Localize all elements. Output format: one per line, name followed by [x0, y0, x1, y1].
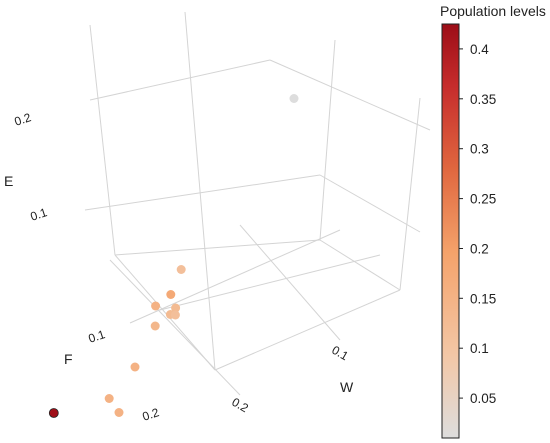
grid-line — [89, 59, 271, 101]
data-point-1 — [48, 408, 59, 418]
z-tick-0-2: 0.2 — [13, 110, 34, 129]
data-point-2 — [130, 362, 140, 372]
colorbar-ticks: 0.05 0.1 0.15 0.2 0.25 0.3 0.35 0.4 — [459, 42, 496, 406]
z-tick-0-1: 0.1 — [29, 205, 50, 224]
y-tick-0-2: 0.2 — [141, 405, 162, 424]
grid-line — [109, 259, 241, 396]
x-tick-0-2: 0.2 — [229, 395, 251, 416]
data-point-5 — [150, 321, 160, 331]
data-points — [48, 94, 299, 418]
colorbar-tick-label: 0.15 — [470, 291, 496, 306]
colorbar: Population levels 0.050.10.150.20.250.30… — [440, 3, 546, 439]
grid-line — [319, 174, 421, 233]
grid-line — [214, 289, 401, 371]
colorbar-tick-label: 0.25 — [470, 192, 496, 207]
data-point-4 — [104, 394, 114, 403]
z-axis-label: E — [4, 173, 13, 189]
grid-lines — [84, 11, 431, 396]
grid-line — [319, 239, 401, 291]
grid-line — [319, 39, 336, 241]
grid-line — [269, 59, 431, 131]
grid-line — [89, 24, 116, 256]
grid-line — [114, 254, 216, 371]
data-point-9 — [171, 303, 181, 313]
data-point-3 — [114, 408, 124, 417]
colorbar-tick-label: 0.1 — [470, 341, 489, 356]
colorbar-tick-label: 0.05 — [470, 391, 496, 406]
grid-line — [239, 224, 341, 341]
grid-line — [84, 174, 321, 211]
colorbar-tick-label: 0.4 — [470, 42, 489, 57]
colorbar-gradient — [441, 23, 460, 439]
grid-line — [399, 97, 421, 291]
colorbar-tick-label: 0.2 — [470, 242, 489, 257]
grid-line — [184, 11, 216, 371]
data-point-11 — [170, 310, 180, 320]
y-tick-0-1: 0.1 — [87, 327, 108, 346]
data-point-6 — [151, 301, 161, 311]
grid-line — [129, 229, 341, 324]
colorbar-tick-label: 0.35 — [470, 92, 496, 107]
data-point-8 — [176, 265, 186, 274]
x-tick-0-1: 0.1 — [329, 343, 351, 364]
colorbar-tick-label: 0.3 — [470, 142, 489, 157]
x-axis-label: W — [340, 379, 354, 395]
data-point-0 — [289, 94, 299, 103]
y-axis-label: F — [64, 351, 73, 367]
grid-line — [114, 239, 321, 256]
data-point-7 — [166, 290, 176, 299]
grid-line — [159, 254, 381, 311]
colorbar-title: Population levels — [440, 3, 546, 19]
